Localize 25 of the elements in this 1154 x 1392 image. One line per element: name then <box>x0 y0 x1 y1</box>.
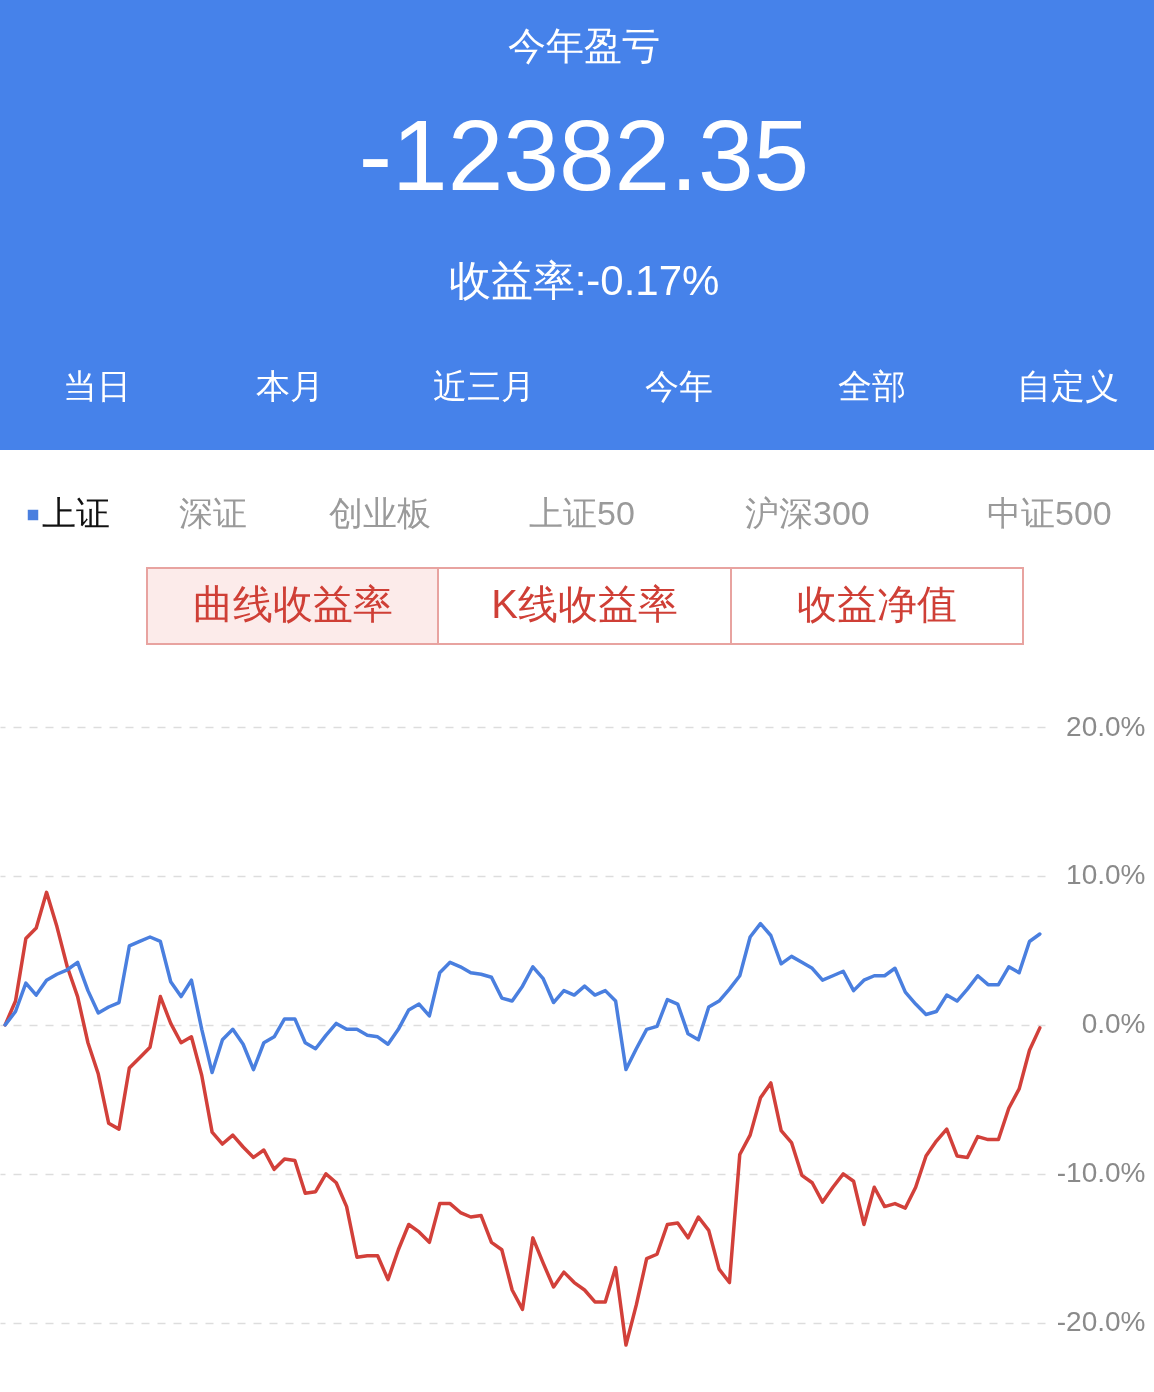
chart-title: 今年盈亏 <box>508 25 660 67</box>
text: 收益净值 <box>797 582 957 626</box>
text: 今年 <box>645 367 713 405</box>
text: 深证 <box>179 494 247 532</box>
text: 自定义 <box>1017 367 1119 405</box>
y-tick-label: -10.0% <box>1056 1157 1146 1189</box>
text: K线收益率 <box>491 582 678 626</box>
text: 上证50 <box>529 494 635 532</box>
y-tick-label: 0.0% <box>1081 1008 1146 1040</box>
text: 曲线收益率 <box>192 582 393 626</box>
text: 收益率:-0.17% <box>448 257 720 304</box>
y-tick-label: -20.0% <box>1056 1306 1146 1338</box>
text: 创业板 <box>329 494 431 532</box>
text: 沪深300 <box>745 494 870 532</box>
text: 全部 <box>838 367 906 405</box>
text: 近三月 <box>433 367 535 405</box>
y-tick-label: 20.0% <box>1066 710 1146 742</box>
text: 当日 <box>63 367 131 405</box>
y-tick-label: 10.0% <box>1066 859 1146 891</box>
text: 中证500 <box>987 494 1112 532</box>
line-series <box>3 890 1042 1347</box>
line-series <box>3 921 1042 1075</box>
legend-label: 上证 <box>42 494 110 532</box>
text: 本月 <box>256 367 324 405</box>
chart-subtitle: -12382.35 <box>358 99 810 211</box>
